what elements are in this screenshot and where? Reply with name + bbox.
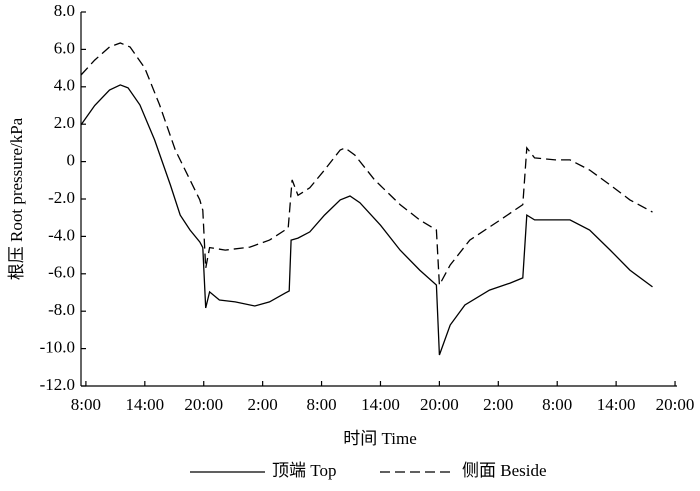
y-axis-label: 根压 Root pressure/kPa xyxy=(7,117,26,280)
x-tick-label: 20:00 xyxy=(420,395,459,414)
y-tick-label: -12.0 xyxy=(40,375,75,394)
y-tick-label: 2.0 xyxy=(54,113,75,132)
y-tick-label: 8.0 xyxy=(54,1,75,20)
x-tick-label: 8:00 xyxy=(542,395,572,414)
x-tick-label: 14:00 xyxy=(125,395,164,414)
y-tick-label: -6.0 xyxy=(48,263,75,282)
x-tick-label: 14:00 xyxy=(597,395,636,414)
y-tick-label: -4.0 xyxy=(48,225,75,244)
x-axis-label: 时间 Time xyxy=(343,429,417,448)
y-tick-label: -10.0 xyxy=(40,338,75,357)
x-tick-label: 8:00 xyxy=(306,395,336,414)
x-tick-label: 2:00 xyxy=(483,395,513,414)
x-tick-label: 20:00 xyxy=(656,395,695,414)
legend-label: 侧面 Beside xyxy=(462,461,547,480)
legend-label: 顶端 Top xyxy=(272,461,336,480)
x-tick-label: 2:00 xyxy=(248,395,278,414)
x-tick-label: 14:00 xyxy=(361,395,400,414)
line-series xyxy=(80,42,653,288)
y-tick-label: 6.0 xyxy=(54,38,75,57)
y-tick-label: 0 xyxy=(67,151,76,170)
x-tick-label: 20:00 xyxy=(184,395,223,414)
y-tick-label: 4.0 xyxy=(54,76,75,95)
y-tick-label: -2.0 xyxy=(48,188,75,207)
x-tick-label: 8:00 xyxy=(71,395,101,414)
y-tick-label: -8.0 xyxy=(48,300,75,319)
line-series xyxy=(80,84,653,356)
